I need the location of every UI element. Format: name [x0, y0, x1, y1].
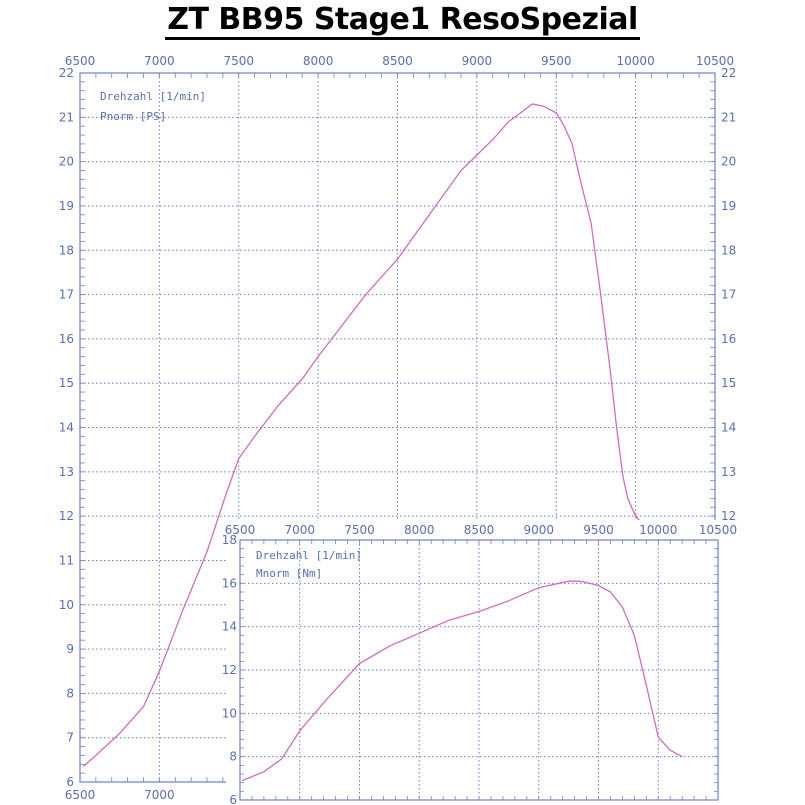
- power-y-tick-label: 21: [59, 110, 74, 124]
- power-x-tick-label: 7500: [223, 54, 254, 68]
- power-y-tick-label: 12: [59, 509, 74, 523]
- torque-x-tick-label: 8500: [464, 523, 495, 537]
- torque-x-tick-label: 6500: [225, 523, 256, 537]
- power-y-tick-label-right: 14: [721, 421, 736, 435]
- power-y-tick-label: 13: [59, 465, 74, 479]
- power-y-tick-label-right: 12: [721, 509, 736, 523]
- power-y-tick-label: 9: [66, 642, 74, 656]
- power-legend-rpm: Drehzahl [1/min]: [100, 90, 206, 103]
- torque-x-tick-label: 7000: [284, 523, 315, 537]
- power-y-tick-label-right: 15: [721, 376, 736, 390]
- torque-x-tick-label: 9500: [583, 523, 614, 537]
- power-x-tick-label: 8000: [303, 54, 334, 68]
- power-legend-pnorm: Pnorm [PS]: [100, 110, 166, 123]
- torque-plot-frame: [239, 539, 719, 801]
- power-x-tick-label: 9500: [541, 54, 572, 68]
- torque-y-tick-label: 8: [229, 750, 237, 764]
- torque-y-tick-label: 6: [229, 793, 237, 805]
- torque-chart-background: [226, 520, 733, 805]
- torque-y-tick-label: 18: [222, 533, 237, 547]
- torque-x-tick-label: 10500: [699, 523, 737, 537]
- power-x-tick-label: 6500: [65, 54, 96, 68]
- power-x-tick-label: 7000: [144, 54, 175, 68]
- power-x-tick-label: 8500: [382, 54, 413, 68]
- power-curve: [82, 103, 645, 767]
- power-y-tick-label-right: 20: [721, 155, 736, 169]
- power-x-tick-label-bottom: 7000: [144, 788, 175, 802]
- torque-x-tick-label: 9000: [523, 523, 554, 537]
- torque-y-tick-label: 16: [222, 576, 237, 590]
- torque-curve: [242, 580, 683, 782]
- power-y-tick-label-right: 16: [721, 332, 736, 346]
- power-y-tick-label: 11: [59, 553, 74, 567]
- power-y-tick-label: 19: [59, 199, 74, 213]
- torque-chart: 6500 7000 7500 8000 8500 9000 9500 10000 10500 6 8…: [222, 520, 737, 805]
- power-y-tick-label-right: 21: [721, 110, 736, 124]
- power-y-tick-label-right: 13: [721, 465, 736, 479]
- power-y-tick-label: 15: [59, 376, 74, 390]
- power-y-tick-label-right: 19: [721, 199, 736, 213]
- power-y-tick-label: 17: [59, 288, 74, 302]
- power-x-tick-label: 9000: [462, 54, 493, 68]
- torque-legend-mnorm: Mnorm [Nm]: [256, 567, 322, 580]
- page-title: ZT BB95 Stage1 ResoSpezial: [0, 2, 805, 40]
- power-x-tick-label-bottom: 6500: [65, 788, 96, 802]
- power-y-tick-label: 14: [59, 421, 74, 435]
- power-y-tick-label-right: 17: [721, 288, 736, 302]
- torque-y-tick-label: 10: [222, 706, 237, 720]
- power-y-tick-label: 22: [59, 66, 74, 80]
- power-x-tick-label: 10500: [696, 54, 734, 68]
- torque-y-tick-label: 12: [222, 663, 237, 677]
- power-y-tick-label-right: 22: [721, 66, 736, 80]
- torque-x-tick-label: 8000: [404, 523, 435, 537]
- power-y-tick-label: 16: [59, 332, 74, 346]
- power-y-tick-label: 7: [66, 731, 74, 745]
- power-x-tick-label: 10000: [617, 54, 655, 68]
- power-y-tick-label: 8: [66, 686, 74, 700]
- power-y-tick-label: 18: [59, 243, 74, 257]
- power-y-tick-label: 20: [59, 155, 74, 169]
- torque-x-tick-label: 10000: [639, 523, 677, 537]
- page-title-text: ZT BB95 Stage1 ResoSpezial: [165, 2, 640, 40]
- torque-y-tick-label: 14: [222, 620, 237, 634]
- power-y-tick-label: 10: [59, 598, 74, 612]
- torque-x-tick-label: 7500: [344, 523, 375, 537]
- power-y-tick-label-right: 18: [721, 243, 736, 257]
- power-y-tick-label: 6: [66, 775, 74, 789]
- torque-legend-rpm: Drehzahl [1/min]: [256, 549, 362, 562]
